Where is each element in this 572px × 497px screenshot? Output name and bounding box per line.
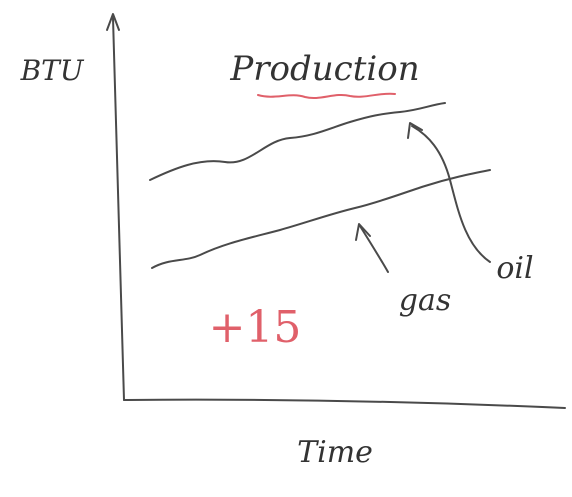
y-axis-arrow bbox=[106, 13, 120, 31]
gas-label: gas bbox=[399, 283, 452, 318]
title: Production bbox=[229, 49, 419, 89]
y-axis bbox=[112, 17, 125, 401]
annotation: +15 bbox=[209, 302, 302, 353]
oil-label: oil bbox=[496, 251, 533, 286]
gas-pointer-head bbox=[355, 223, 371, 241]
oil-pointer bbox=[411, 125, 491, 263]
oil-curve bbox=[149, 102, 446, 181]
title-underline bbox=[257, 92, 396, 99]
x-axis bbox=[123, 398, 566, 409]
oil-pointer-head bbox=[407, 122, 423, 139]
x-axis-label: Time bbox=[297, 435, 373, 470]
y-axis-label: BTU bbox=[20, 54, 85, 87]
gas-curve bbox=[151, 169, 491, 269]
gas-pointer bbox=[359, 225, 389, 273]
